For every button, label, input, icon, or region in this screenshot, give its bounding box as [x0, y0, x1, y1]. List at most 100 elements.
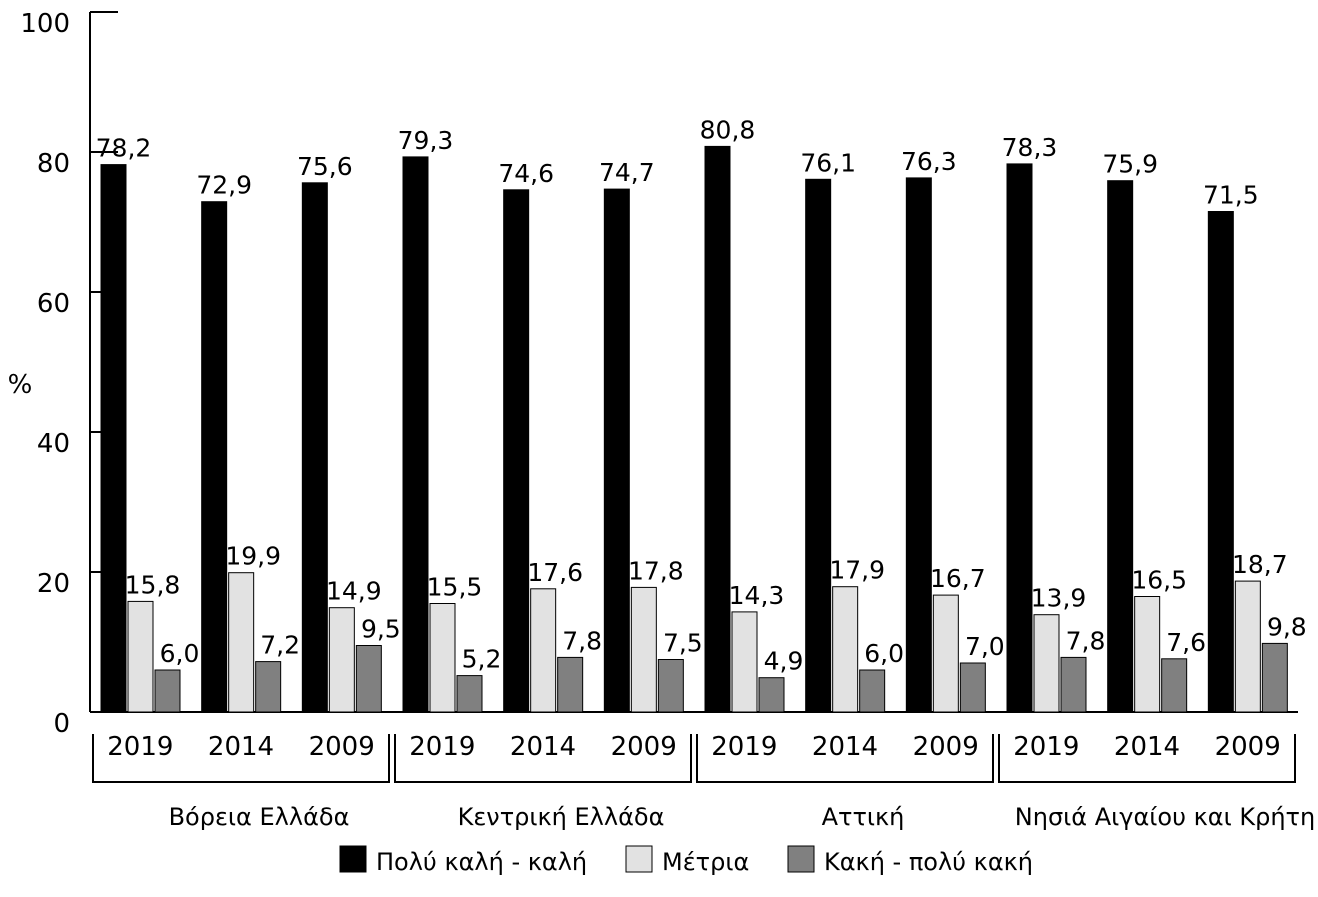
y-tick-label: 20: [37, 569, 70, 599]
year-tick-label: 2009: [309, 732, 375, 762]
data-label: 16,7: [930, 564, 986, 593]
group-bracket: [394, 734, 692, 783]
data-label: 74,7: [599, 158, 655, 187]
y-tick-label: 80: [37, 149, 70, 179]
bars: [100, 145, 1288, 713]
year-tick-label: 2014: [1114, 732, 1180, 762]
data-label: 14,9: [326, 577, 382, 606]
data-label: 75,6: [297, 152, 353, 181]
data-label: 9,8: [1267, 612, 1307, 641]
bar-good: [301, 182, 328, 713]
bar-moderate: [630, 586, 657, 713]
year-tick-label: 2014: [208, 732, 274, 762]
bar-good: [905, 177, 932, 713]
bar-bad: [456, 675, 483, 713]
year-tick-label: 2009: [611, 732, 677, 762]
region-label: Νησιά Αιγαίου και Κρήτη: [1015, 803, 1315, 831]
data-label: 6,0: [160, 639, 200, 668]
data-label: 5,2: [462, 645, 502, 674]
bar-bad: [1161, 658, 1188, 713]
bar-bad: [859, 669, 886, 713]
bar-moderate: [530, 588, 557, 713]
y-tick-label: 0: [53, 709, 70, 739]
data-label: 78,2: [96, 134, 152, 163]
year-tick-label: 2014: [510, 732, 576, 762]
data-label: 17,9: [829, 556, 885, 585]
bar-bad: [758, 677, 785, 713]
bar-bad: [355, 645, 382, 713]
bar-good: [704, 145, 731, 713]
year-tick-label: 2019: [711, 732, 777, 762]
bar-good: [805, 178, 832, 713]
year-tick-label: 2019: [409, 732, 475, 762]
bar-good: [1207, 211, 1234, 713]
data-label: 7,0: [965, 632, 1005, 661]
bar-moderate: [1033, 614, 1060, 713]
bar-moderate: [932, 594, 959, 713]
legend-swatch: [625, 845, 653, 873]
data-label: 7,6: [1166, 628, 1206, 657]
bar-moderate: [328, 607, 355, 713]
data-label: 7,8: [562, 626, 602, 655]
data-label: 78,3: [1002, 133, 1058, 162]
legend: Πολύ καλή - καλή Μέτρια Κακή - πολύ κακή: [339, 845, 1033, 876]
y-tick-label: 100: [20, 9, 70, 39]
data-label: 4,9: [764, 647, 804, 676]
legend-swatch: [339, 845, 367, 873]
data-label: 9,5: [361, 615, 401, 644]
region-label: Βόρεια Ελλάδα: [169, 803, 350, 831]
bar-moderate: [228, 572, 255, 713]
data-label: 19,9: [225, 542, 281, 571]
bar-moderate: [1134, 596, 1161, 713]
data-label: 74,6: [498, 159, 554, 188]
bar-good: [402, 156, 429, 713]
y-axis-label: %: [8, 370, 33, 400]
year-tick-label: 2009: [913, 732, 979, 762]
bar-moderate: [1234, 580, 1261, 713]
data-label: 7,8: [1066, 626, 1106, 655]
year-tick-label: 2019: [107, 732, 173, 762]
data-label: 72,9: [196, 171, 252, 200]
bar-bad: [255, 661, 282, 713]
data-label: 71,5: [1203, 181, 1259, 210]
data-label: 6,0: [864, 639, 904, 668]
legend-swatch: [787, 845, 815, 873]
data-label: 18,7: [1232, 550, 1288, 579]
data-label: 75,9: [1102, 150, 1158, 179]
data-label: 13,9: [1031, 584, 1087, 613]
bar-bad: [1060, 656, 1087, 713]
data-label: 76,3: [901, 147, 957, 176]
year-tick-label: 2009: [1215, 732, 1281, 762]
group-bracket: [92, 734, 390, 783]
data-label: 7,2: [260, 631, 300, 660]
bar-good: [503, 189, 530, 713]
bar-moderate: [731, 611, 758, 713]
data-label: 15,5: [427, 573, 483, 602]
bar-bad: [557, 656, 584, 713]
data-label: 17,8: [628, 556, 684, 585]
legend-label: Πολύ καλή - καλή: [376, 848, 587, 876]
bar-bad: [959, 662, 986, 713]
bar-good: [201, 201, 228, 713]
legend-label: Μέτρια: [662, 848, 749, 876]
year-tick-label: 2019: [1013, 732, 1079, 762]
group-bracket: [696, 734, 994, 783]
data-label: 15,8: [125, 570, 181, 599]
bar-good: [1006, 163, 1033, 713]
year-tick-label: 2014: [812, 732, 878, 762]
bar-good: [100, 164, 127, 713]
legend-label: Κακή - πολύ κακή: [824, 848, 1033, 876]
bar-bad: [1261, 642, 1288, 713]
y-tick-label: 60: [37, 289, 70, 319]
data-label: 14,3: [729, 581, 785, 610]
bar-bad: [657, 659, 684, 713]
data-label: 79,3: [398, 126, 454, 155]
bar-bad: [154, 669, 181, 713]
region-label: Κεντρική Ελλάδα: [458, 803, 665, 831]
data-label: 17,6: [527, 558, 583, 587]
value-labels: 78,2 15,8 6,0 72,9 19,9 7,2 75,6 14,9 9,5 79,3 15,…: [96, 115, 1307, 675]
data-label: 76,1: [800, 148, 856, 177]
data-label: 80,8: [700, 115, 756, 144]
bar-good: [603, 188, 630, 713]
